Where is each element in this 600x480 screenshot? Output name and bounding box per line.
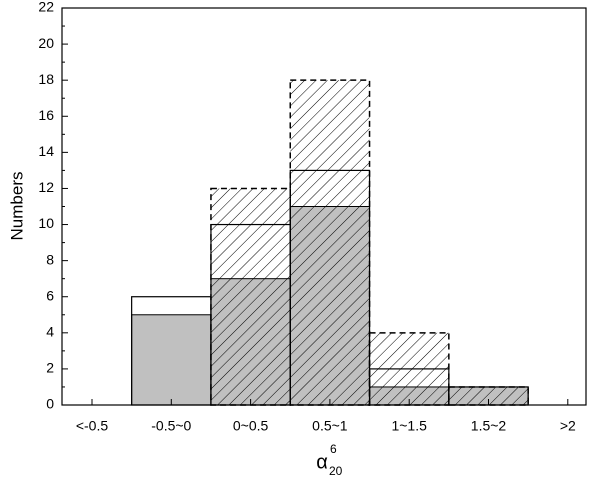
y-tick-label: 20 — [38, 35, 54, 51]
x-tick-label: 1.5~2 — [471, 418, 507, 434]
x-tick-label: 0.5~1 — [312, 418, 348, 434]
y-tick-label: 18 — [38, 71, 54, 87]
y-axis-label: Numbers — [7, 172, 26, 241]
x-tick-label: -0.5~0 — [151, 418, 191, 434]
y-tick-label: 4 — [46, 324, 54, 340]
bar — [289, 79, 371, 406]
bar — [210, 187, 291, 406]
y-tick-label: 14 — [38, 143, 54, 159]
y-tick-label: 2 — [46, 360, 54, 376]
x-tick-label: >2 — [560, 418, 576, 434]
y-tick-label: 6 — [46, 287, 54, 303]
y-tick-label: 12 — [38, 179, 54, 195]
y-tick-label: 0 — [46, 396, 54, 412]
y-tick-label: 22 — [38, 0, 54, 15]
y-tick-label: 10 — [38, 215, 54, 231]
x-axis-label-sub: 20 — [329, 464, 343, 478]
x-tick-label: 1~1.5 — [391, 418, 427, 434]
x-axis-label-sup: 6 — [330, 442, 337, 456]
x-axis-label: α — [316, 451, 328, 473]
x-tick-label: <-0.5 — [76, 418, 109, 434]
bar — [131, 314, 212, 406]
x-tick-label: 0~0.5 — [233, 418, 269, 434]
y-tick-label: 16 — [38, 107, 54, 123]
y-tick-label: 8 — [46, 251, 54, 267]
